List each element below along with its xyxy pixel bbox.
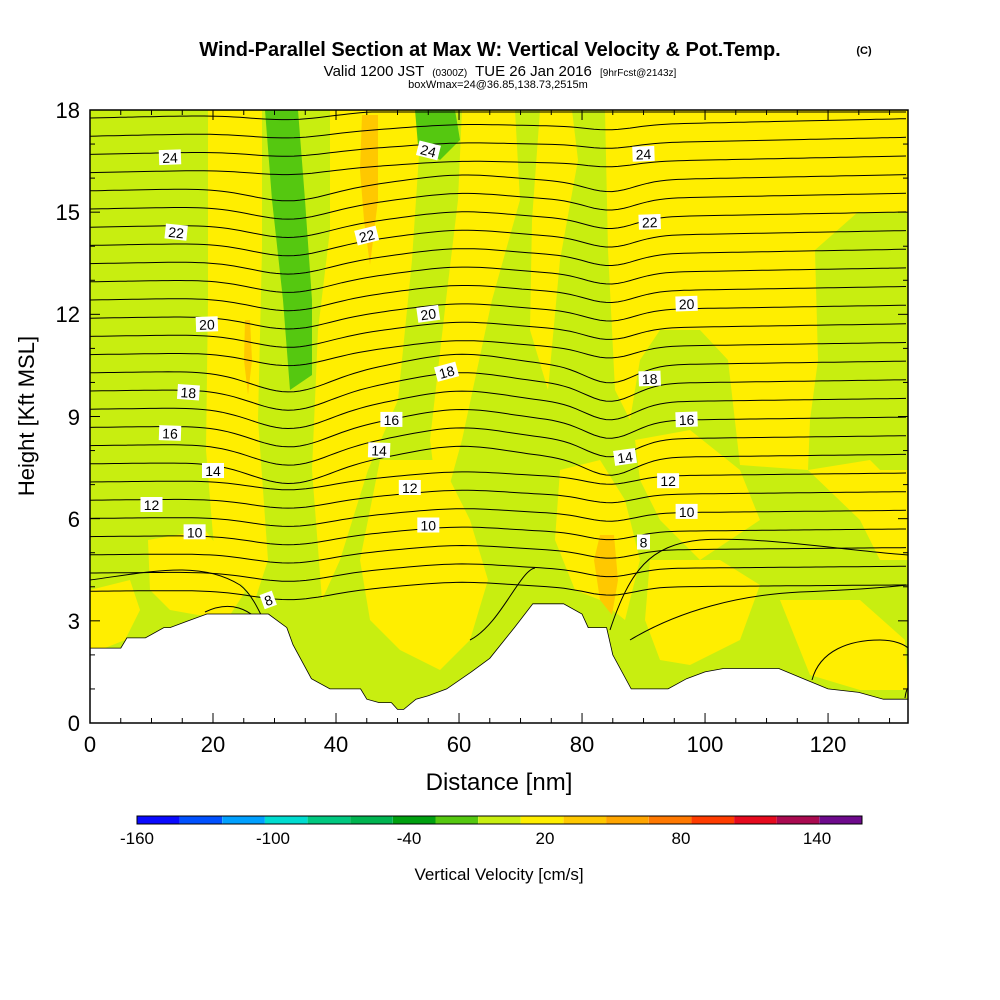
theta-contour-label: 10 <box>417 518 439 534</box>
x-tick-label: 40 <box>324 732 348 757</box>
contour-label-text: 20 <box>419 305 437 323</box>
theta-contour-label: 16 <box>159 425 182 442</box>
colorbar-swatch <box>436 816 479 824</box>
colorbar-swatch <box>734 816 777 824</box>
colorbar-swatch <box>222 816 265 824</box>
colorbar-swatch <box>691 816 734 824</box>
y-tick-label: 6 <box>68 507 80 532</box>
chart-subtitle: Valid 1200 JST (0300Z) TUE 26 Jan 2016 [… <box>324 63 677 80</box>
colorbar-label: Vertical Velocity [cm/s] <box>414 865 583 884</box>
contour-label-text: 14 <box>205 463 221 479</box>
contour-label-text: 10 <box>421 518 437 534</box>
contour-label-text: 12 <box>660 473 676 489</box>
x-tick-label: 120 <box>810 732 847 757</box>
theta-contour-label: 22 <box>164 223 188 241</box>
theta-contour-label: 8 <box>637 535 650 551</box>
y-tick-label: 9 <box>68 405 80 430</box>
subtitle-utc: (0300Z) <box>432 68 467 79</box>
contour-label-text: 18 <box>180 384 197 401</box>
theta-contour-label: 18 <box>638 371 661 388</box>
theta-contour-label: 18 <box>177 384 200 401</box>
colorbar-swatch <box>137 816 180 824</box>
theta-contour-label: 12 <box>399 480 421 496</box>
contour-label-text: 14 <box>371 442 387 459</box>
colorbar-swatch <box>564 816 607 824</box>
contour-label-text: 14 <box>616 448 634 466</box>
colorbar-swatch <box>649 816 692 824</box>
colorbar-swatch <box>606 816 649 824</box>
theta-contour-label: 10 <box>184 524 206 540</box>
colorbar-tick-labels: -160 -100 -40 20 80 140 <box>120 829 831 848</box>
y-tick-label: 18 <box>56 98 80 123</box>
contour-label-text: 20 <box>679 296 695 313</box>
vertical-velocity-section-chart: Wind-Parallel Section at Max W: Vertical… <box>0 0 1000 1000</box>
contour-label-text: 16 <box>679 412 695 429</box>
x-tick-labels: 0 20 40 60 80 100 120 <box>84 732 846 757</box>
theta-contour-label: 10 <box>676 504 698 520</box>
y-tick-label: 15 <box>56 200 80 225</box>
plot-area: 24 24 2422 22222020201818 181616 161414 141212… <box>90 110 912 725</box>
theta-contour-label: 20 <box>675 296 698 313</box>
theta-contour-label: 16 <box>675 412 698 429</box>
y-axis-label: Height [Kft MSL] <box>14 336 39 496</box>
contour-label-text: 8 <box>640 535 648 551</box>
x-tick-label: 20 <box>201 732 225 757</box>
chart-title: Wind-Parallel Section at Max W: Vertical… <box>199 39 780 61</box>
y-tick-labels: 0 3 6 9 12 15 18 <box>56 98 80 736</box>
contour-label-text: 10 <box>187 524 203 540</box>
theta-contour-label: 12 <box>657 473 679 489</box>
x-tick-label: 80 <box>570 732 594 757</box>
colorbar-tick-label: -100 <box>256 829 290 848</box>
colorbar-swatch <box>777 816 820 824</box>
colorbar-tick-label: -160 <box>120 829 154 848</box>
contour-label-text: 12 <box>144 497 160 513</box>
theta-contour-label: 14 <box>368 442 391 459</box>
colorbar-tick-label: 140 <box>803 829 831 848</box>
theta-contour-label: 14 <box>613 448 637 467</box>
theta-contour-label: 22 <box>638 214 661 231</box>
x-tick-label: 100 <box>687 732 724 757</box>
colorbar-swatch <box>478 816 521 824</box>
contour-label-text: 24 <box>635 146 651 163</box>
theta-contour-label: 16 <box>380 412 402 428</box>
theta-contour-label: 24 <box>632 146 655 163</box>
y-tick-label: 0 <box>68 711 80 736</box>
theta-contour-label: 14 <box>202 463 224 479</box>
colorbar-swatch <box>393 816 436 824</box>
chart-subtitle-2: boxWmax=24@36.85,138.73,2515m <box>408 79 588 91</box>
contour-label-text: 16 <box>162 425 178 442</box>
x-tick-label: 60 <box>447 732 471 757</box>
subtitle-date: TUE 26 Jan 2016 <box>475 63 592 80</box>
contour-label-text: 12 <box>402 480 418 496</box>
subtitle-forecast: [9hrFcst@2143z] <box>600 68 677 79</box>
colorbar-tick-label: -40 <box>397 829 422 848</box>
colorbar-swatch <box>819 816 862 824</box>
colorbar-swatch <box>308 816 351 824</box>
x-tick-label: 0 <box>84 732 96 757</box>
y-tick-label: 12 <box>56 302 80 327</box>
contour-label-text: 10 <box>679 504 695 520</box>
contour-label-text: 20 <box>199 316 215 333</box>
colorbar-tick-label: 20 <box>536 829 555 848</box>
subtitle-valid: Valid 1200 JST <box>324 63 424 80</box>
contour-label-text: 24 <box>162 149 178 166</box>
y-tick-label: 3 <box>68 609 80 634</box>
colorbar-swatch <box>521 816 564 824</box>
theta-contour-label: 20 <box>416 305 440 324</box>
contour-label-text: 22 <box>642 214 658 231</box>
theta-contour-label: 20 <box>196 316 219 333</box>
x-axis-label: Distance [nm] <box>426 769 573 796</box>
contour-label-text: 18 <box>642 371 658 388</box>
colorbar-tick-label: 80 <box>672 829 691 848</box>
theta-contour-label: 24 <box>159 149 182 166</box>
colorbar-swatch <box>265 816 308 824</box>
contour-label-text: 16 <box>384 412 400 428</box>
colorbar-swatch <box>350 816 393 824</box>
copyright-mark: (C) <box>856 45 872 57</box>
theta-contour-label: 12 <box>141 497 163 513</box>
colorbar <box>137 816 862 824</box>
contour-label-text: 22 <box>168 224 185 242</box>
colorbar-swatch <box>180 816 223 824</box>
